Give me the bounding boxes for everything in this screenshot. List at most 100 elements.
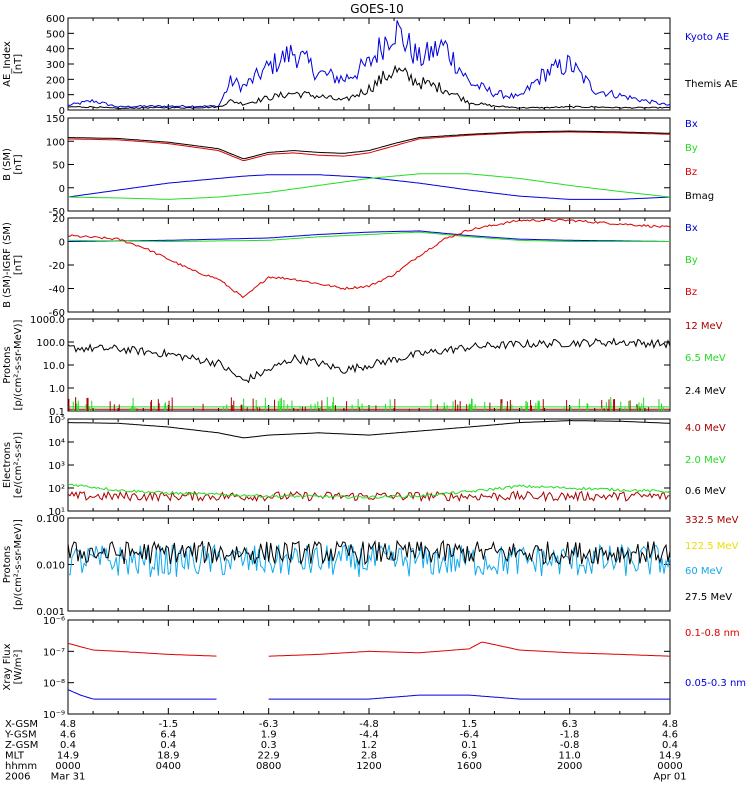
panel-frame: [67, 318, 671, 412]
x-axis-value: 2000: [557, 761, 582, 772]
x-axis-value: 4.8: [662, 719, 678, 730]
x-axis-value: 1.9: [261, 730, 277, 741]
series-line-4-0-mev: [67, 490, 671, 503]
legend-entry: Bz: [685, 287, 697, 298]
y-tick-label: 100.0: [36, 338, 65, 349]
y-axis-label: B (SM)-IGRF (SM): [2, 222, 13, 308]
y-tick-label: 100: [46, 137, 65, 148]
y-tick-label: 0: [59, 106, 65, 117]
y-axis-label: [e/(cm²-s-sr)]: [13, 432, 24, 498]
x-axis-value: 1200: [356, 761, 381, 772]
y-tick-label: 50: [52, 161, 65, 172]
y-axis-label: Protons: [2, 346, 13, 383]
y-tick-label: 0.001: [36, 607, 65, 618]
y-tick-label: -60: [49, 308, 65, 319]
legend-entry: 60 MeV: [685, 566, 723, 577]
y-tick-label: 0.1: [49, 407, 65, 418]
legend-entry: Bmag: [685, 191, 714, 202]
legend-entry: 2.0 MeV: [685, 455, 726, 466]
x-axis-value: 14.9: [57, 751, 79, 762]
panel-frame: [67, 17, 671, 111]
y-tick-label: 10⁻⁹: [43, 710, 65, 721]
series-line-bx: [68, 230, 670, 242]
x-axis-value: 4.6: [60, 730, 76, 741]
series-line-27-5-mev: [67, 539, 671, 566]
y-tick-label: 10³: [48, 461, 65, 472]
y-tick-label: -20: [49, 261, 65, 272]
x-axis-value: Mar 31: [51, 772, 86, 783]
x-axis-value: 22.9: [258, 751, 280, 762]
y-axis-label: AE_Index: [2, 41, 13, 87]
y-tick-label: 400: [46, 45, 65, 56]
x-axis-row-label: X-GSM: [5, 719, 38, 730]
x-axis-value: Apr 01: [653, 772, 686, 783]
legend-entry: 0.1-0.8 nm: [685, 628, 740, 639]
y-tick-label: -50: [49, 207, 65, 218]
legend-entry: By: [685, 255, 698, 266]
y-tick-label: 100: [46, 91, 65, 102]
y-tick-label: 150: [46, 114, 65, 125]
x-axis-value: -4.8: [359, 719, 379, 730]
x-axis-value: -0.8: [560, 740, 580, 751]
series-line-0-05-0-3-nm: [67, 689, 670, 700]
y-tick-label: 500: [46, 29, 65, 40]
x-axis-row-label: 2006: [5, 772, 30, 783]
x-axis-value: 14.9: [659, 751, 681, 762]
series-line-by: [68, 173, 671, 200]
x-axis-row-label: hhmm: [5, 761, 37, 772]
y-tick-label: -40: [49, 285, 65, 296]
x-axis-value: 18.9: [157, 751, 179, 762]
series-line-themis-ae: [67, 64, 671, 110]
y-tick-label: 0.100: [36, 514, 65, 525]
x-axis-value: 6.3: [562, 719, 578, 730]
x-axis-value: 0400: [156, 761, 181, 772]
x-axis-row-label: Y-GSM: [4, 730, 37, 741]
legend-entry: 4.0 MeV: [685, 423, 726, 434]
series-line-bz: [67, 131, 671, 162]
legend-entry: By: [685, 143, 698, 154]
x-axis-value: 1.5: [461, 719, 477, 730]
y-tick-label: 10¹: [48, 507, 65, 518]
legend-entry: 332.5 MeV: [685, 515, 739, 526]
legend-entry: Bx: [685, 223, 698, 234]
x-axis-value: 11.0: [559, 751, 581, 762]
legend-entry: 6.5 MeV: [685, 353, 726, 364]
y-tick-label: 10²: [48, 484, 65, 495]
y-tick-label: 10⁵: [48, 415, 65, 426]
y-axis-label: [nT]: [13, 255, 24, 275]
y-tick-label: 20: [52, 214, 65, 225]
x-axis-row-label: MLT: [5, 751, 25, 762]
x-axis-value: -6.3: [259, 719, 279, 730]
y-axis-label: Electrons: [2, 442, 13, 488]
chart-title: GOES-10: [350, 2, 404, 16]
y-tick-label: 1.0: [49, 384, 65, 395]
series-line-0-6-mev: [68, 420, 671, 439]
y-axis-label: B (SM): [2, 148, 13, 181]
series-line-bmag: [67, 130, 670, 160]
y-tick-label: 0: [59, 184, 65, 195]
x-axis-value: 0800: [256, 761, 281, 772]
legend-entry: Themis AE: [684, 79, 738, 90]
x-axis-value: 2.8: [361, 751, 377, 762]
series-line-0-1-0-8-nm: [67, 641, 671, 657]
y-tick-label: 200: [46, 75, 65, 86]
y-tick-label: 1000.0: [30, 315, 65, 326]
x-axis-row-label: Z-GSM: [5, 740, 38, 751]
y-tick-label: 10⁻⁷: [43, 647, 65, 658]
series-line-bx: [67, 174, 670, 200]
y-axis-label: [nT]: [13, 154, 24, 174]
x-axis-value: 6.4: [160, 730, 176, 741]
x-axis-value: -1.5: [159, 719, 179, 730]
y-axis-label: [p/(cm²-s-sr-MeV)]: [13, 519, 24, 610]
legend-entry: 27.5 MeV: [685, 592, 732, 603]
y-tick-label: 10⁻⁸: [43, 679, 65, 690]
y-axis-label: Xray Flux: [2, 643, 13, 690]
x-axis-value: -6.4: [460, 730, 480, 741]
y-tick-label: 300: [46, 60, 65, 71]
x-axis-value: 4.6: [662, 730, 678, 741]
x-axis-value: 0.4: [60, 740, 76, 751]
y-tick-label: 0.010: [36, 561, 65, 572]
y-axis-label: Protons: [2, 546, 13, 583]
legend-entry: Bx: [685, 119, 698, 130]
